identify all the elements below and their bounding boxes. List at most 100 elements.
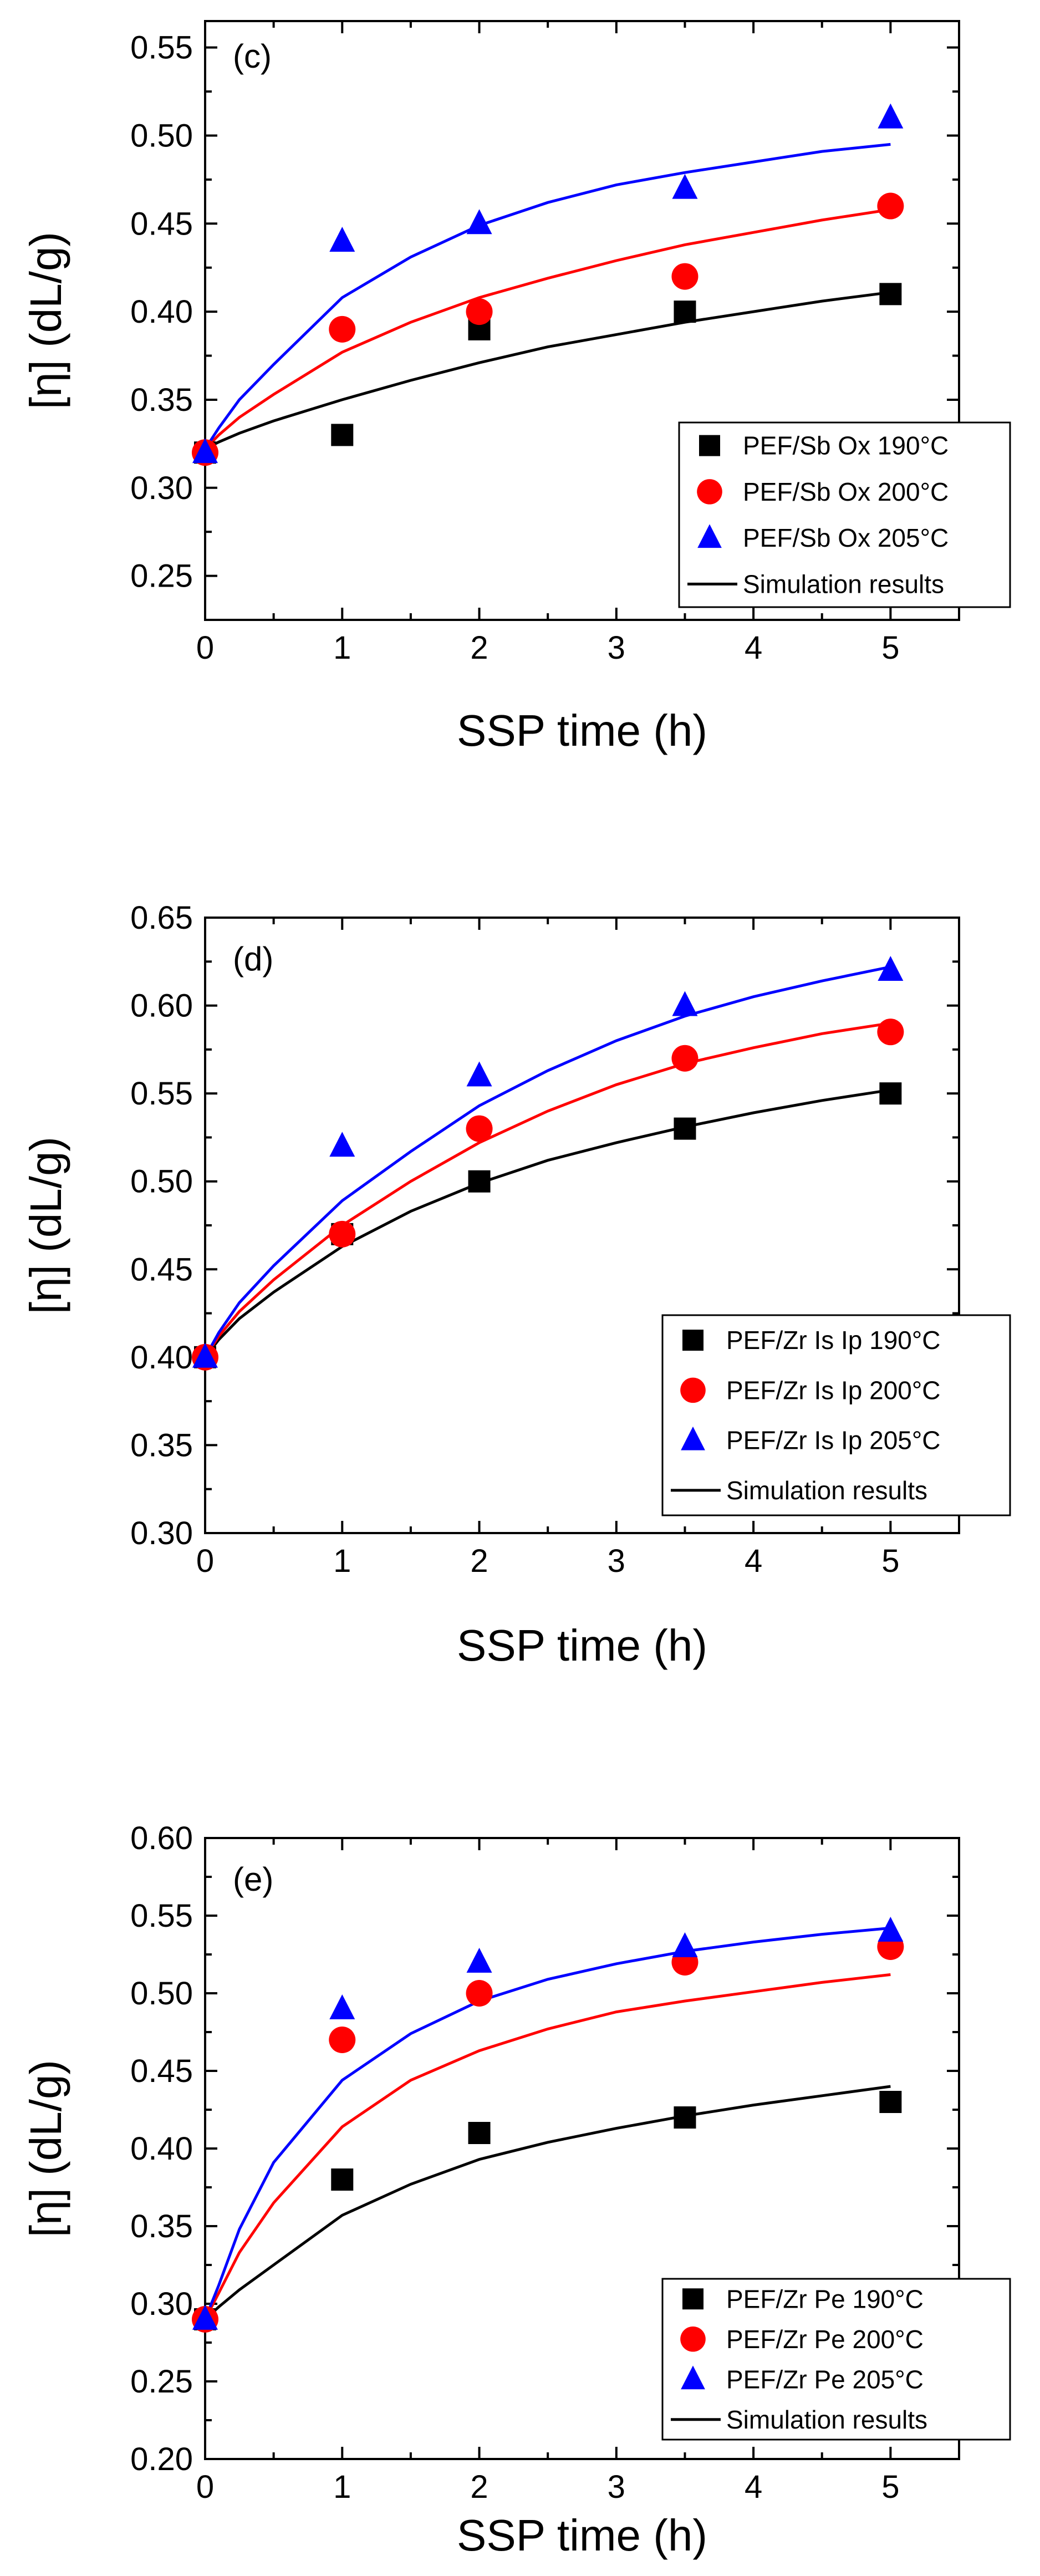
data-point-series-1: [468, 1170, 491, 1193]
legend: PEF/Zr Is Ip 190°C PEF/Zr Is Ip 200°C PEF/…: [661, 1314, 1011, 1516]
simulation-line-3: [203, 142, 891, 450]
plot-frame: [204, 20, 960, 621]
legend-label: PEF/Zr Is Ip 190°C: [726, 1326, 941, 1355]
panel-d: 0 1 2 3 4 5 0.30 0.35 0.40 0.45 0.50 0.55 0.60 0.65 (…: [21, 900, 1011, 1670]
data-point-series-1: [879, 1082, 902, 1105]
y-tick-label: 0.45: [130, 1251, 193, 1287]
simulation-line-1: [204, 291, 891, 451]
data-point-series-2: [466, 1980, 493, 2007]
data-point-series-1: [879, 283, 902, 306]
legend-marker-3: [681, 2365, 705, 2390]
x-tick-label: 4: [745, 2469, 762, 2505]
x-axis-title: SSP time (h): [457, 706, 707, 755]
data-point-series-3: [329, 1132, 355, 1157]
legend-marker-1: [682, 2288, 703, 2310]
data-point-series-2: [671, 263, 699, 290]
legend-marker-2: [680, 1377, 706, 1403]
legend-box: [661, 2278, 1011, 2441]
data-point-series-2: [466, 1115, 493, 1142]
y-tick-label: 0.55: [130, 30, 193, 66]
x-tick-label: 3: [608, 630, 625, 666]
legend-marker-3: [681, 1426, 705, 1450]
legend-marker-1: [699, 435, 720, 456]
data-point-series-3: [672, 174, 698, 199]
data-point-series-3: [329, 227, 355, 252]
simulation-line-1: [204, 2085, 891, 2320]
y-tick-label: 0.45: [130, 206, 193, 242]
legend-label: Simulation results: [726, 1476, 927, 1505]
legend-label: PEF/Sb Ox 205°C: [743, 523, 949, 552]
legend-label: PEF/Zr Pe 200°C: [726, 2325, 924, 2354]
y-tick-label: 0.35: [130, 2208, 193, 2244]
y-tick-label: 0.35: [130, 382, 193, 418]
data-point-series-3: [192, 1342, 218, 1368]
y-tick-label: 0.30: [130, 1515, 193, 1551]
x-tick-label: 0: [196, 1543, 214, 1579]
x-tick-label: 2: [470, 2469, 488, 2505]
simulation-lines: [203, 1926, 891, 2320]
simulation-lines: [203, 142, 891, 451]
data-point-series-2: [329, 2027, 356, 2053]
y-tick-label: 0.60: [130, 988, 193, 1024]
data-point-series-3: [466, 1061, 492, 1087]
x-tick-label: 3: [608, 1543, 625, 1579]
legend-label: PEF/Zr Is Ip 205°C: [726, 1426, 941, 1455]
y-tick-label: 0.40: [130, 2131, 193, 2167]
x-tick-label: 4: [745, 1543, 762, 1579]
y-axis-title: [η] (dL/g): [21, 2060, 70, 2237]
data-point-series-2: [466, 298, 493, 325]
y-tick-label: 0.25: [130, 558, 193, 594]
data-point-series-2: [329, 1220, 356, 1248]
data-point-series-2: [329, 315, 356, 343]
y-axis-title: [η] (dL/g): [21, 1137, 70, 1314]
y-tick-label: 0.30: [130, 470, 193, 506]
data-point-series-2: [877, 1019, 904, 1046]
y-tick-label: 0.40: [130, 294, 193, 330]
x-tick-label: 5: [881, 630, 899, 666]
x-axis-title: SSP time (h): [457, 1621, 707, 1670]
x-tick-label: 2: [470, 630, 488, 666]
data-point-series-3: [466, 209, 492, 235]
data-point-series-1: [674, 1117, 696, 1140]
legend-marker-2: [697, 479, 722, 505]
legend-label: PEF/Sb Ox 190°C: [743, 431, 949, 460]
ticks: 0 1 2 3 4 5 0.30 0.35 0.40 0.45 0.50 0.55 0.60 0.65: [130, 900, 959, 1579]
y-tick-label: 0.40: [130, 1340, 193, 1376]
y-tick-label: 0.50: [130, 1976, 193, 2012]
legend-label: PEF/Zr Pe 190°C: [726, 2284, 924, 2313]
legend: PEF/Zr Pe 190°C PEF/Zr Pe 200°C PEF/Zr Pe …: [661, 2278, 1011, 2441]
data-point-series-3: [878, 1916, 904, 1942]
data-points: [192, 1916, 904, 2333]
panel-c: 0 1 2 3 4 5 0.25 0.30 0.35 0.40 0.45 0.50 0.55 (c) S…: [21, 20, 1011, 755]
legend-marker-2: [680, 2326, 706, 2352]
panel-label: (d): [233, 940, 273, 978]
legend-box: [661, 1314, 1011, 1516]
data-point-series-3: [672, 1932, 698, 1957]
legend-label: Simulation results: [726, 2405, 927, 2434]
data-points: [192, 956, 904, 1371]
x-tick-label: 5: [881, 2469, 899, 2505]
x-axis-title: SSP time (h): [457, 2511, 707, 2560]
simulation-line-2: [204, 208, 891, 450]
panel-label: (e): [233, 1861, 273, 1898]
x-tick-label: 4: [745, 630, 762, 666]
legend-label: PEF/Zr Is Ip 200°C: [726, 1376, 941, 1404]
x-tick-label: 1: [333, 2469, 351, 2505]
x-tick-label: 5: [881, 1543, 899, 1579]
ticks: 0 1 2 3 4 5 0.20 0.25 0.30 0.35 0.40 0.45 0.50 0.55 0.…: [130, 1820, 959, 2505]
legend-label: PEF/Zr Pe 205°C: [726, 2365, 924, 2394]
data-point-series-3: [192, 438, 218, 464]
legend-label: PEF/Sb Ox 200°C: [743, 477, 949, 506]
x-tick-label: 0: [196, 630, 214, 666]
data-point-series-3: [329, 1994, 355, 2019]
legend: PEF/Sb Ox 190°C PEF/Sb Ox 200°C PEF/Sb Ox …: [678, 421, 1011, 608]
data-point-series-3: [192, 2304, 218, 2330]
y-tick-label: 0.50: [130, 1164, 193, 1200]
legend-marker-1: [682, 1330, 703, 1351]
simulation-line-3: [203, 965, 891, 1358]
x-tick-label: 0: [196, 2469, 214, 2505]
data-point-series-1: [674, 301, 696, 323]
data-point-series-3: [672, 991, 698, 1016]
data-point-series-2: [671, 1045, 699, 1072]
simulation-lines: [203, 965, 891, 1358]
